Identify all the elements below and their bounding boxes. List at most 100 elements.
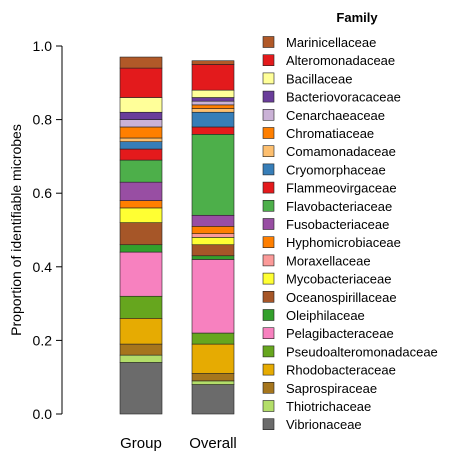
legend-item: Thiotrichaceae xyxy=(262,399,371,414)
bar-segment: Thiotrichaceae: 0.02 xyxy=(119,354,163,363)
legend-label: Oleiphilaceae xyxy=(286,308,365,323)
bar-segment: Chromatiaceae: 0.01 xyxy=(191,104,235,109)
y-tick-label: 0.8 xyxy=(33,112,53,128)
bar-stack-overall: Vibrionaceae: 0.08Thiotrichaceae: 0.01Sa… xyxy=(191,60,235,415)
legend-label: Bacteriovoracaceae xyxy=(286,90,401,105)
bar-segment: Flavobacteriaceae: 0.22 xyxy=(191,134,235,216)
legend-swatch xyxy=(262,345,275,358)
bars: Vibrionaceae: 0.14Thiotrichaceae: 0.02Sa… xyxy=(119,56,235,415)
legend-swatch xyxy=(262,327,275,340)
y-tick-label: 0.0 xyxy=(33,406,53,422)
bar-segment: Pseudoalteromonadaceae: 0.06 xyxy=(119,295,163,319)
bar-segment: Comamonadaceae: 0.01 xyxy=(119,137,163,142)
y-axis-label: Proportion of identifiable microbes xyxy=(8,124,24,336)
bar-segment: Flammeovirgaceae: 0.03 xyxy=(119,148,163,161)
bar-segment: Cryomorphaceae: 0.02 xyxy=(119,141,163,150)
legend-item: Comamonadaceae xyxy=(262,144,396,159)
legend-label: Flammeovirgaceae xyxy=(286,181,397,196)
legend-label: Cryomorphaceae xyxy=(286,162,386,177)
legend-swatch xyxy=(262,290,275,303)
bar-segment: Cenarchaeaceae: 0.02 xyxy=(119,119,163,128)
bar-segment: Pelagibacteraceae: 0.12 xyxy=(119,251,163,297)
legend-item: Vibrionaceae xyxy=(262,417,362,432)
legend-label: Pseudoalteromonadaceae xyxy=(286,344,438,359)
bar-segment: Alteromonadaceae: 0.08 xyxy=(119,67,163,98)
bar-segment: Chromatiaceae: 0.03 xyxy=(119,126,163,139)
legend-item: Saprospiraceae xyxy=(262,381,377,396)
bar-segment: Oleiphilaceae: 0.01 xyxy=(191,255,235,260)
bar-segment: Fusobacteriaceae: 0.05 xyxy=(119,181,163,201)
legend-label: Mycobacteriaceae xyxy=(286,272,392,287)
bar-segment: Saprospiraceae: 0.03 xyxy=(119,343,163,356)
y-tick-label: 1.0 xyxy=(33,38,53,54)
legend-item: Bacillaceae xyxy=(262,71,353,86)
legend-swatch xyxy=(262,363,275,376)
legend-label: Comamonadaceae xyxy=(286,144,396,159)
legend-swatch xyxy=(262,218,275,230)
bar-segment: Vibrionaceae: 0.14 xyxy=(119,362,163,415)
legend-item: Cenarchaeaceae xyxy=(262,108,385,123)
legend-swatch xyxy=(262,381,275,394)
y-axis: 0.0 0.2 0.4 0.6 0.8 1.0 xyxy=(33,38,63,422)
legend-label: Bacillaceae xyxy=(286,71,353,86)
legend-label: Fusobacteriaceae xyxy=(286,217,389,232)
bar-segment: Flammeovirgaceae: 0.02 xyxy=(191,126,235,135)
legend-item: Pseudoalteromonadaceae xyxy=(262,344,438,359)
bar-segment: Oleiphilaceae: 0.02 xyxy=(119,244,163,253)
legend-swatch xyxy=(262,72,275,85)
bar-segment: Saprospiraceae: 0.02 xyxy=(191,373,235,382)
bar-segment: Rhodobacteraceae: 0.07 xyxy=(119,318,163,345)
legend-item: Fusobacteriaceae xyxy=(262,217,389,232)
bar-segment: Mycobacteriaceae: 0.04 xyxy=(119,207,163,223)
legend-item: Oleiphilaceae xyxy=(262,308,365,323)
legend-label: Cenarchaeaceae xyxy=(286,108,385,123)
legend-label: Marinicellaceae xyxy=(286,35,376,50)
legend-label: Hyphomicrobiaceae xyxy=(286,235,401,250)
bar-segment: Hyphomicrobiaceae: 0.02 xyxy=(119,200,163,209)
bar-segment: Marinicellaceae: 0.03 xyxy=(119,56,163,69)
bar-segment: Moraxellaceae: 0.01 xyxy=(191,233,235,238)
bar-segment: Oceanospirillaceae: 0.06 xyxy=(119,222,163,246)
x-tick-label: Overall xyxy=(189,435,237,452)
legend-item: Moraxellaceae xyxy=(262,253,371,268)
legend-swatch xyxy=(262,36,275,48)
legend-label: Rhodobacteraceae xyxy=(286,363,396,378)
legend-swatch xyxy=(262,163,275,176)
bar-segment: Fusobacteriaceae: 0.03 xyxy=(191,214,235,227)
legend-item: Cryomorphaceae xyxy=(262,162,386,177)
x-tick-label: Group xyxy=(120,435,162,452)
legend-label: Chromatiaceae xyxy=(286,126,374,141)
legend-label: Oceanospirillaceae xyxy=(286,290,397,305)
bar-segment: Comamonadaceae: 0.01 xyxy=(191,108,235,113)
bar-segment: Thiotrichaceae: 0.01 xyxy=(191,380,235,385)
legend-swatch xyxy=(262,90,275,103)
legend-swatch xyxy=(262,200,275,212)
legend-swatch xyxy=(262,145,275,157)
legend-item: Bacteriovoracaceae xyxy=(262,90,401,105)
legend-swatch xyxy=(262,400,275,412)
bar-segment: Marinicellaceae: 0.01 xyxy=(191,60,235,65)
bar-segment: Bacillaceae: 0.04 xyxy=(119,97,163,113)
bar-segment: Bacteriovoracaceae: 0.01 xyxy=(191,97,235,102)
legend-label: Saprospiraceae xyxy=(286,381,377,396)
legend-item: Marinicellaceae xyxy=(262,35,376,50)
legend-label: Thiotrichaceae xyxy=(286,399,371,414)
bar-segment: Cenarchaeaceae: 0.01 xyxy=(191,100,235,106)
legend-swatch xyxy=(262,181,275,194)
y-tick-label: 0.6 xyxy=(33,185,53,201)
legend-swatch xyxy=(262,309,275,321)
legend-item: Flammeovirgaceae xyxy=(262,181,397,196)
bar-segment: Vibrionaceae: 0.08 xyxy=(191,384,235,415)
legend-swatch xyxy=(262,127,275,139)
legend-label: Pelagibacteraceae xyxy=(286,326,394,341)
bar-segment: Bacillaceae: 0.02 xyxy=(191,89,235,98)
bar-segment: Mycobacteriaceae: 0.02 xyxy=(191,237,235,246)
bar-segment: Cryomorphaceae: 0.04 xyxy=(191,111,235,128)
legend-item: Mycobacteriaceae xyxy=(262,272,392,287)
legend-item: Rhodobacteraceae xyxy=(262,363,396,378)
legend-swatch xyxy=(262,54,275,67)
legend-item: Pelagibacteraceae xyxy=(262,326,394,341)
legend-swatch xyxy=(262,109,275,121)
legend-swatch xyxy=(262,418,275,431)
